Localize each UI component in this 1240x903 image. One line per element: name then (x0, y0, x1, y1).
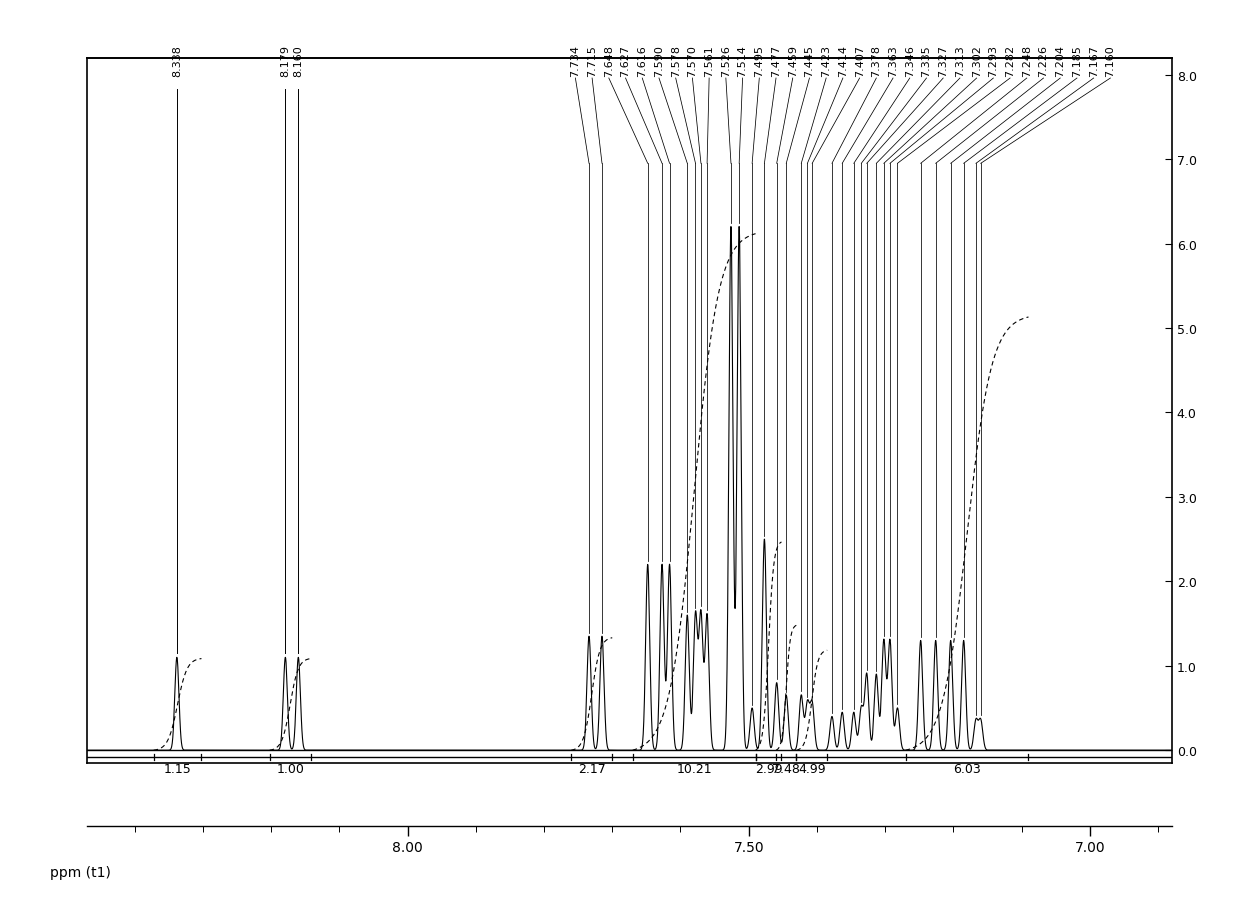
Text: 7.495: 7.495 (754, 45, 764, 78)
Text: 7.160: 7.160 (1105, 45, 1116, 78)
Text: 6.03: 6.03 (954, 762, 981, 775)
Text: 7.561: 7.561 (704, 45, 714, 78)
Text: 7.302: 7.302 (972, 45, 982, 78)
Text: 10.21: 10.21 (676, 762, 712, 775)
Text: 7.459: 7.459 (787, 45, 797, 78)
Text: 7.335: 7.335 (921, 45, 931, 78)
Text: 7.363: 7.363 (888, 45, 898, 78)
Text: 7.578: 7.578 (671, 45, 681, 78)
Text: 7.445: 7.445 (805, 45, 815, 78)
Text: 7.204: 7.204 (1055, 45, 1065, 78)
Text: 7.313: 7.313 (955, 45, 965, 78)
Text: 7.185: 7.185 (1071, 45, 1083, 78)
Text: ppm (t1): ppm (t1) (50, 865, 110, 879)
Text: 2.99: 2.99 (755, 762, 782, 775)
Text: 7.616: 7.616 (637, 45, 647, 78)
Text: 4.99: 4.99 (799, 762, 826, 775)
Text: 7.590: 7.590 (653, 45, 663, 78)
Text: 7.378: 7.378 (872, 45, 882, 78)
Text: 7.226: 7.226 (1039, 45, 1049, 78)
Text: 7.167: 7.167 (1089, 45, 1099, 78)
Text: 7.248: 7.248 (1022, 45, 1032, 78)
Text: 7.715: 7.715 (587, 45, 598, 78)
Text: 7.627: 7.627 (620, 45, 631, 78)
Text: 7.414: 7.414 (838, 45, 848, 78)
Text: 7.48: 7.48 (773, 762, 800, 775)
Text: 7.526: 7.526 (720, 45, 730, 78)
Text: 8.338: 8.338 (172, 45, 182, 78)
Text: 2.17: 2.17 (578, 762, 605, 775)
Text: 8.179: 8.179 (280, 45, 290, 78)
Text: 1.00: 1.00 (277, 762, 304, 775)
Text: 1.15: 1.15 (164, 762, 191, 775)
Text: 7.327: 7.327 (939, 45, 949, 78)
Text: 7.346: 7.346 (905, 45, 915, 78)
Text: 7.477: 7.477 (771, 45, 781, 78)
Text: 7.282: 7.282 (1006, 45, 1016, 78)
Text: 7.570: 7.570 (687, 45, 697, 78)
Text: 7.648: 7.648 (604, 45, 614, 78)
Text: 7.293: 7.293 (988, 45, 998, 78)
Text: 7.407: 7.407 (854, 45, 864, 78)
Text: 7.734: 7.734 (570, 45, 580, 78)
Text: 7.514: 7.514 (738, 45, 748, 78)
Text: 8.160: 8.160 (294, 45, 304, 78)
Text: 7.423: 7.423 (821, 45, 831, 78)
